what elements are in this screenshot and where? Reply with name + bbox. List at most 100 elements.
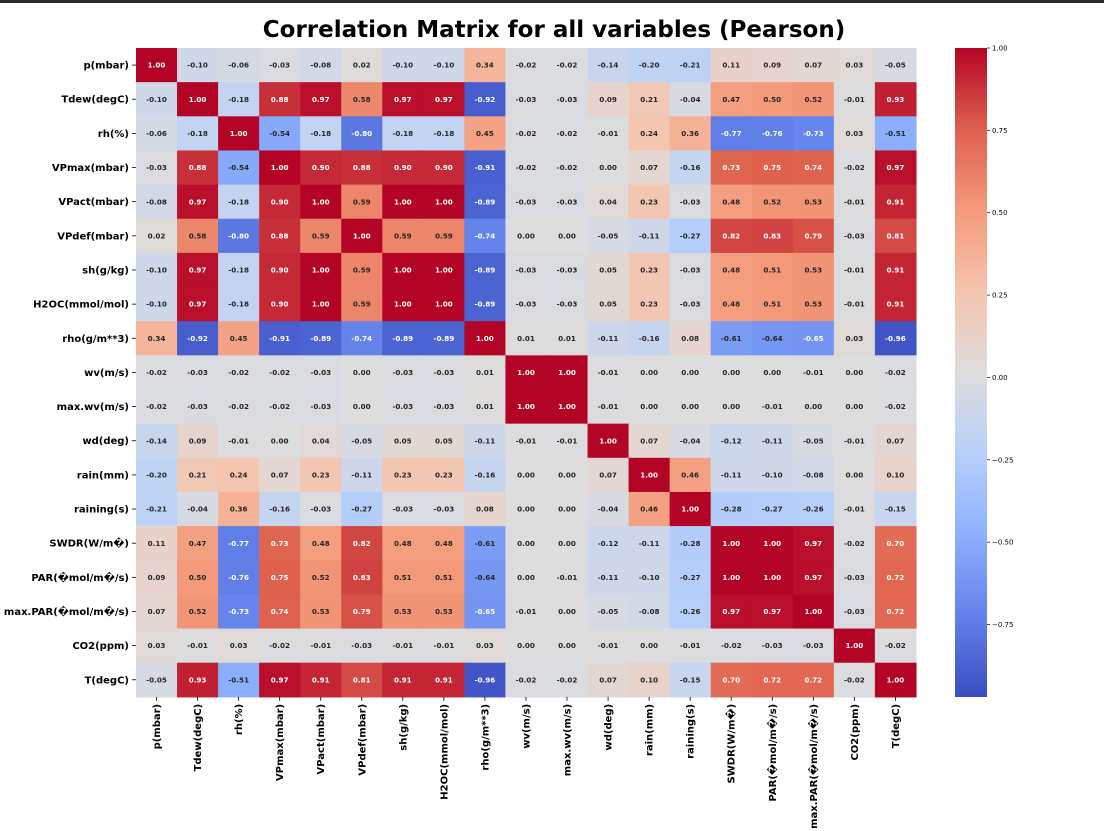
heatmap-cell — [833, 389, 876, 425]
heatmap-cell — [587, 526, 630, 561]
cell-value-label: 0.52 — [804, 95, 822, 104]
heatmap-cell — [136, 662, 178, 698]
cell-value-label: -0.05 — [598, 231, 619, 240]
heatmap-cell — [874, 594, 917, 630]
heatmap-cell — [751, 457, 794, 493]
row-label: max.PAR(�mol/m�/s) — [4, 605, 129, 618]
colorbar-tick-label: 1.00 — [992, 45, 1008, 53]
heatmap-cell — [792, 662, 835, 698]
heatmap-cell — [833, 116, 876, 152]
cell-value-label: -0.08 — [146, 197, 167, 206]
heatmap-cell — [587, 560, 630, 595]
heatmap-cell — [669, 526, 712, 561]
heatmap-cell — [341, 287, 383, 322]
cell-value-label: 0.52 — [189, 607, 207, 616]
heatmap-cell — [505, 48, 548, 83]
cell-value-label: -0.18 — [434, 129, 455, 138]
heatmap-cell — [464, 423, 507, 459]
heatmap-cell — [136, 150, 178, 186]
cell-value-label: 0.59 — [435, 231, 453, 240]
cell-value-label: -0.05 — [803, 436, 824, 445]
cell-value-label: 0.97 — [722, 607, 740, 616]
cell-value-label: 1.00 — [681, 505, 699, 514]
heatmap-cell — [874, 321, 917, 356]
heatmap-cell — [300, 355, 342, 391]
cell-value-label: -0.92 — [475, 95, 496, 104]
heatmap-cell — [628, 150, 671, 186]
column-label: p(mbar) — [152, 704, 163, 750]
heatmap-cell — [136, 287, 178, 322]
heatmap-cell — [300, 457, 342, 493]
cell-value-label: 0.97 — [394, 95, 412, 104]
heatmap-cell — [710, 662, 753, 698]
cell-value-label: -0.77 — [721, 129, 742, 138]
heatmap-cell — [177, 628, 219, 664]
cell-value-label: -0.03 — [516, 95, 537, 104]
heatmap-cell — [136, 560, 178, 595]
row-label: VPact(mbar) — [58, 197, 129, 208]
column-label: VPmax(mbar) — [275, 704, 286, 781]
cell-value-label: 0.00 — [517, 573, 535, 582]
cell-value-label: -0.01 — [844, 197, 865, 206]
heatmap-cell — [833, 321, 876, 356]
heatmap-cell — [423, 252, 465, 288]
heatmap-cell — [669, 287, 712, 322]
column-label: Tdew(degC) — [193, 704, 204, 772]
cell-value-label: 0.00 — [599, 163, 617, 172]
heatmap-cell — [382, 526, 424, 561]
heatmap-cell — [792, 321, 835, 356]
heatmap-cell — [177, 662, 219, 698]
cell-value-label: -0.16 — [475, 470, 496, 479]
cell-value-label: 1.00 — [763, 573, 781, 582]
cell-value-label: -0.02 — [885, 402, 906, 411]
heatmap-cell — [505, 389, 548, 425]
cell-value-label: 0.23 — [394, 470, 412, 479]
heatmap-cell — [628, 218, 671, 254]
heatmap-cell — [751, 184, 794, 220]
heatmap-cell — [423, 662, 465, 698]
row-label: VPmax(mbar) — [52, 163, 129, 174]
heatmap-cell — [587, 82, 630, 117]
heatmap-cell — [464, 457, 507, 493]
heatmap-cell — [136, 48, 178, 83]
heatmap-cell — [710, 457, 753, 493]
heatmap-cell — [177, 150, 219, 186]
heatmap-cell — [710, 82, 753, 117]
cell-value-label: -0.01 — [310, 641, 331, 650]
heatmap-cell — [341, 662, 383, 698]
cell-value-label: -0.01 — [434, 641, 455, 650]
cell-value-label: 0.81 — [353, 675, 371, 684]
cell-value-label: 0.07 — [271, 470, 289, 479]
cell-value-label: -0.03 — [310, 505, 331, 514]
cell-value-label: 0.24 — [230, 470, 248, 479]
cell-value-label: 1.00 — [558, 368, 576, 377]
heatmap-cell — [464, 594, 507, 630]
heatmap-cell — [300, 560, 342, 595]
heatmap-cell — [874, 423, 917, 459]
heatmap-cell — [136, 526, 178, 561]
cell-value-label: -0.02 — [557, 675, 578, 684]
heatmap-cell — [218, 594, 260, 630]
cell-value-label: -0.64 — [762, 334, 783, 343]
heatmap-cell — [833, 150, 876, 186]
cell-value-label: -0.01 — [516, 607, 537, 616]
cell-value-label: -0.02 — [269, 368, 290, 377]
heatmap-cell — [218, 389, 260, 425]
cell-value-label: -0.61 — [721, 334, 742, 343]
cell-value-label: -0.10 — [146, 300, 167, 309]
cell-value-label: 0.81 — [887, 231, 905, 240]
heatmap-cell — [382, 116, 424, 152]
cell-value-label: -0.03 — [146, 163, 167, 172]
cell-value-label: -0.18 — [392, 129, 413, 138]
cell-value-label: -0.01 — [598, 129, 619, 138]
heatmap-cell — [546, 389, 589, 425]
heatmap-cell — [669, 457, 712, 493]
cell-value-label: 0.97 — [804, 573, 822, 582]
cell-value-label: 0.47 — [722, 95, 740, 104]
heatmap-cell — [669, 628, 712, 664]
heatmap-cell — [136, 252, 178, 288]
cell-value-label: 0.00 — [763, 368, 781, 377]
heatmap-cell — [177, 423, 219, 459]
cell-value-label: -0.26 — [803, 505, 824, 514]
cell-value-label: 0.03 — [230, 641, 248, 650]
